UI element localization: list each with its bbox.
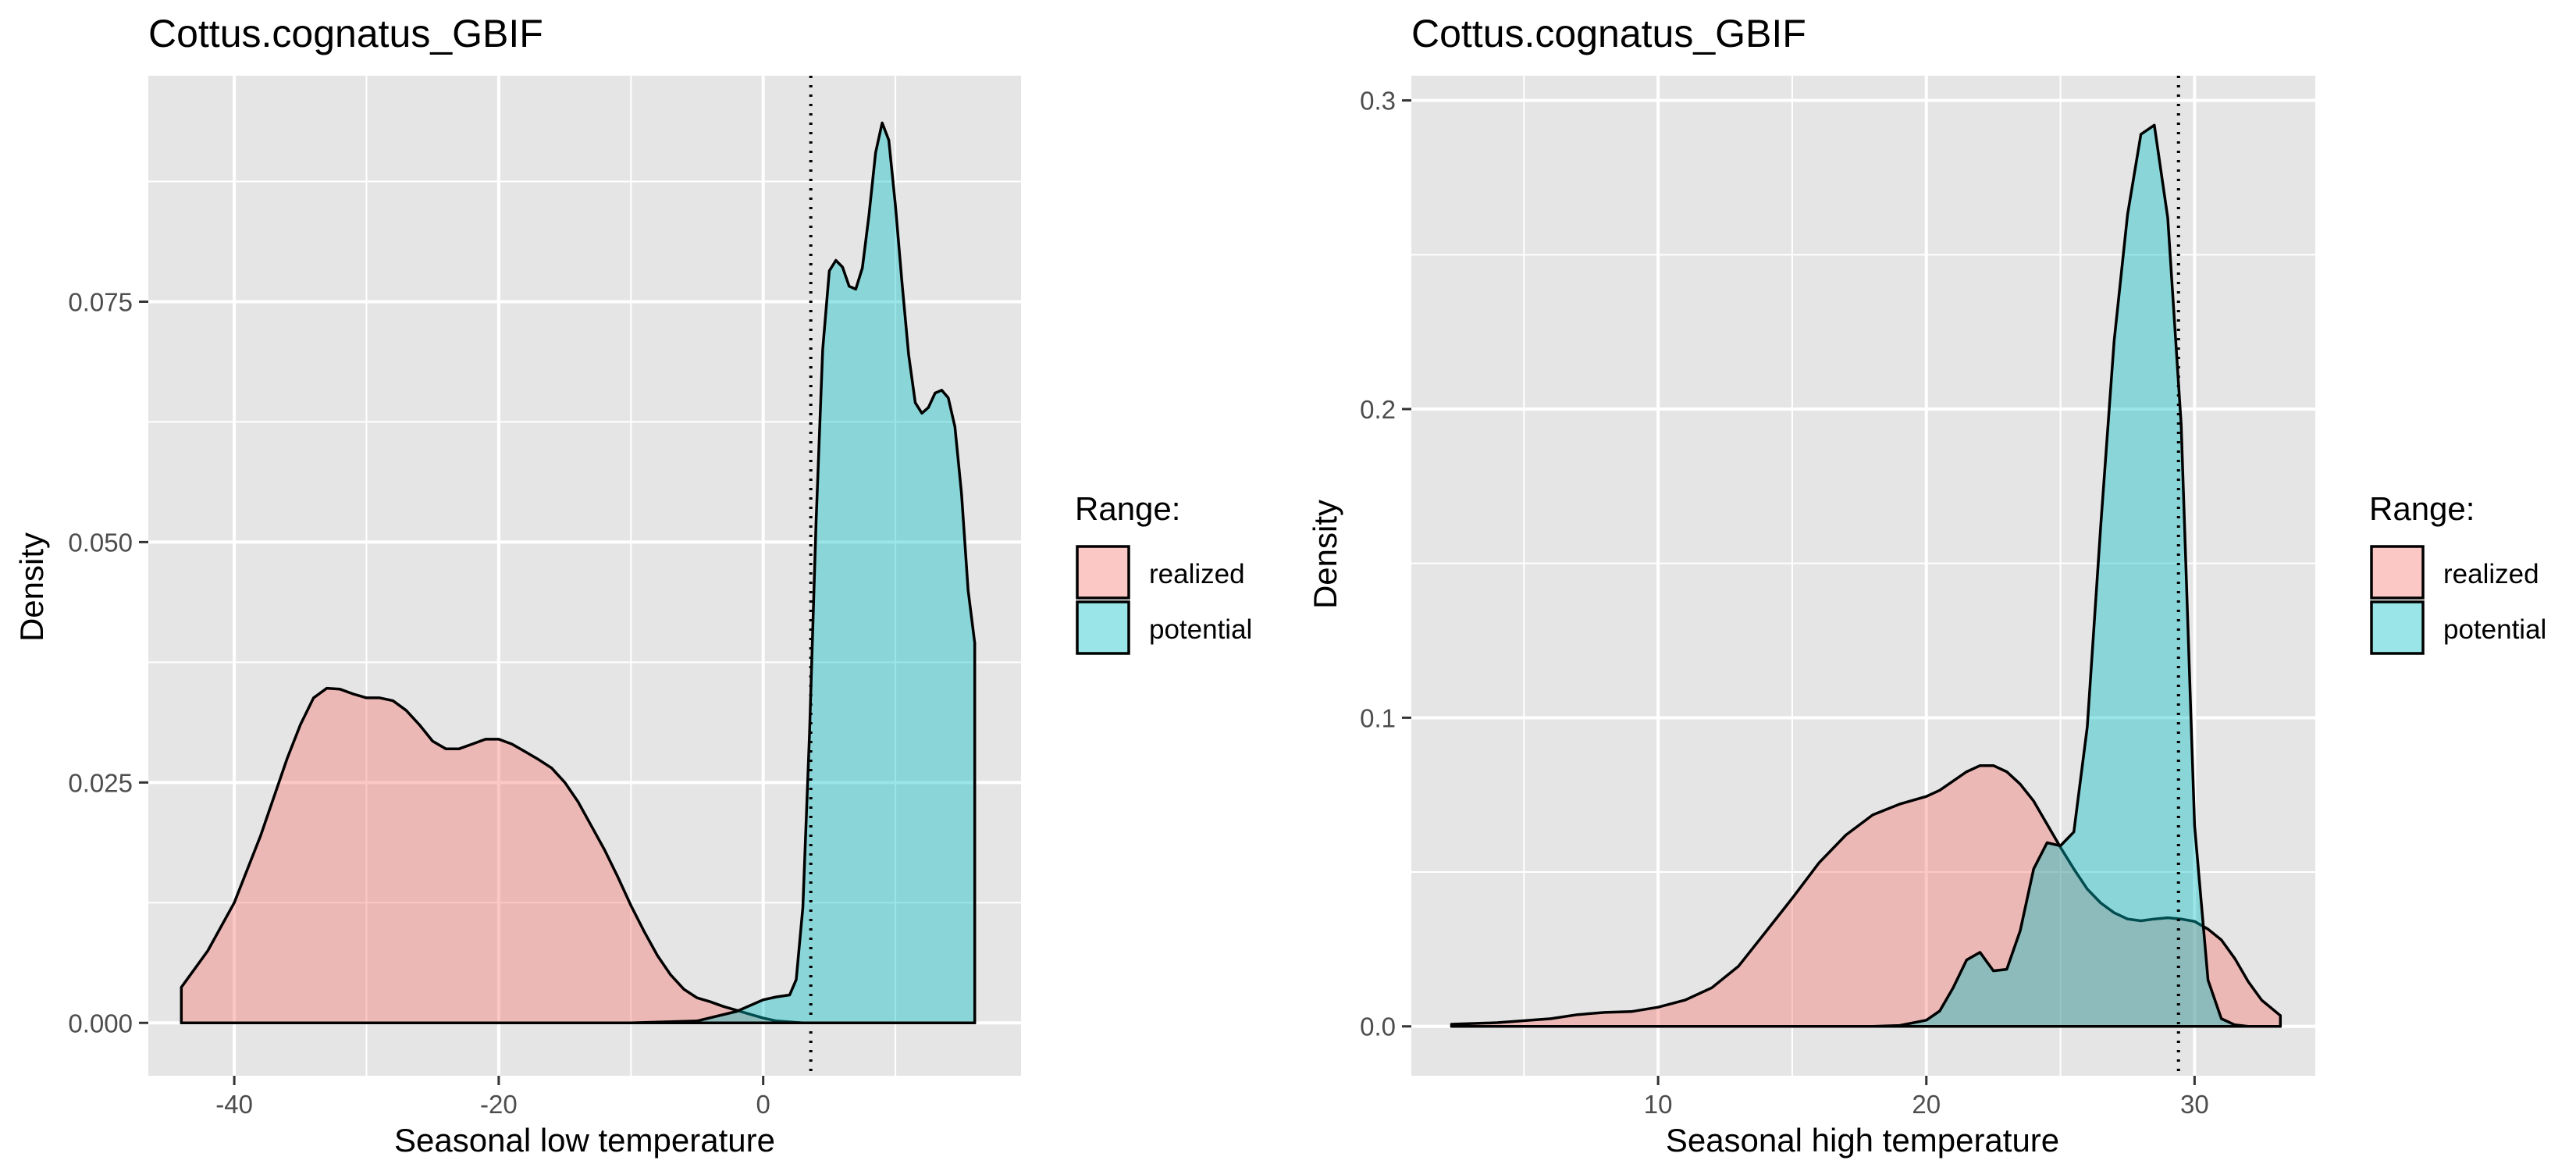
right-x-tick-label-0: 10: [1644, 1090, 1673, 1119]
left-y-tick-label-2: 0.050: [68, 528, 133, 557]
left-legend-title: Range:: [1075, 490, 1180, 527]
right-legend-label-potential: potential: [2443, 614, 2546, 645]
left-x-axis-ticks: -40 -20 0: [215, 1076, 770, 1119]
right-legend-key-realized: [2370, 545, 2425, 600]
right-x-tick-label-1: 20: [1912, 1090, 1941, 1119]
right-area-realized: [1450, 763, 2282, 1028]
left-y-tick-label-3: 0.075: [68, 287, 133, 316]
left-legend: Range: realized potential: [1075, 490, 1252, 655]
right-legend-label-realized: realized: [2443, 559, 2539, 589]
left-y-axis-ticks: 0.000 0.025 0.050 0.075: [68, 287, 148, 1038]
right-y-axis-ticks: 0.0 0.1 0.2 0.3: [1360, 87, 1411, 1041]
left-x-axis-label: Seasonal low temperature: [394, 1122, 775, 1159]
right-y-tick-label-1: 0.1: [1360, 703, 1396, 732]
right-legend-title: Range:: [2369, 490, 2475, 527]
left-area-potential: [180, 121, 977, 1025]
right-x-axis-label: Seasonal high temperature: [1666, 1122, 2059, 1159]
left-legend-key-realized: [1076, 545, 1130, 600]
left-y-tick-label-1: 0.025: [68, 768, 133, 797]
right-legend: Range: realized potential: [2369, 490, 2546, 655]
left-density-areas: [180, 121, 977, 1025]
left-x-tick-label-0: -40: [215, 1090, 253, 1119]
right-legend-key-potential: [2370, 600, 2425, 655]
right-y-tick-label-0: 0.0: [1360, 1013, 1396, 1041]
left-plot-panel: [148, 76, 1021, 1076]
left-y-axis-label: Density: [13, 532, 50, 642]
right-gridlines: [1411, 76, 2315, 1076]
right-y-tick-label-3: 0.3: [1360, 87, 1396, 116]
right-y-axis-label: Density: [1307, 500, 1343, 609]
right-density-areas: [1450, 123, 2282, 1028]
left-legend-label-potential: potential: [1149, 614, 1252, 645]
left-legend-key-potential: [1076, 600, 1130, 655]
right-y-tick-label-2: 0.2: [1360, 395, 1396, 424]
left-legend-label-realized: realized: [1149, 559, 1245, 589]
right-x-tick-label-2: 30: [2180, 1090, 2209, 1119]
left-x-tick-label-2: 0: [756, 1090, 770, 1119]
right-chart-title: Cottus.cognatus_GBIF: [1411, 12, 1806, 55]
right-chart: Cottus.cognatus_GBIF 10 20 30 0.0 0.1 0.2 0.3…: [1307, 12, 2546, 1159]
left-chart: Cottus.cognatus_GBIF -40 -20 0 0.0000.0250…: [13, 12, 1252, 1159]
left-gridlines: [148, 76, 1021, 1076]
right-x-axis-ticks: 10 20 30: [1644, 1076, 2209, 1119]
right-plot-panel: [1411, 76, 2315, 1076]
left-chart-title: Cottus.cognatus_GBIF: [148, 12, 543, 55]
left-x-tick-label-1: -20: [480, 1090, 518, 1119]
right-area-potential: [1450, 123, 2282, 1028]
left-y-tick-label-0: 0.000: [68, 1009, 133, 1038]
